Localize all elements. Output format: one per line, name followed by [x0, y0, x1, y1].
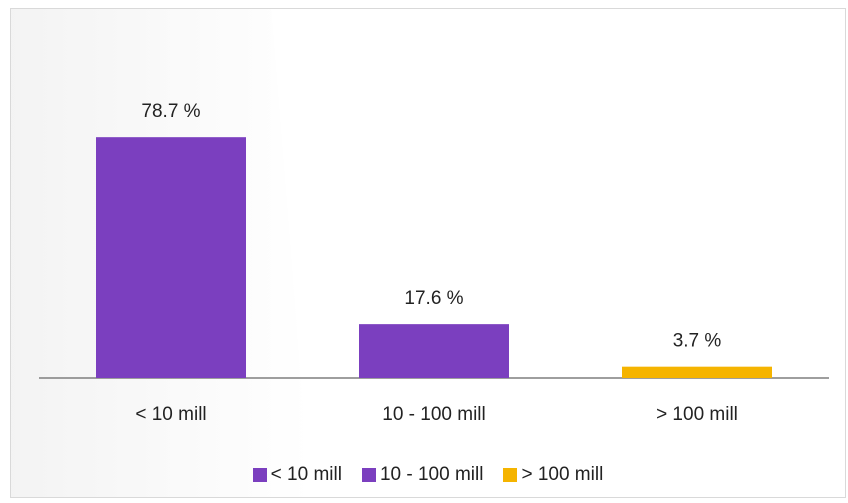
- x-tick-label-2: > 100 mill: [656, 404, 738, 425]
- bar-0: [96, 137, 246, 378]
- chart-legend: < 10 mill 10 - 100 mill > 100 mill: [11, 464, 845, 486]
- data-label-2: 3.7 %: [673, 331, 722, 352]
- legend-label-1: 10 - 100 mill: [379, 464, 484, 485]
- legend-item-1: 10 - 100 mill: [361, 464, 484, 486]
- bar-chart: 78.7 % < 10 mill 17.6 % 10 - 100 mill 3.7 % >…: [39, 101, 829, 425]
- legend-swatch-0: [252, 468, 267, 482]
- legend-label-2: > 100 mill: [521, 464, 604, 485]
- bar-2: [622, 366, 772, 378]
- bar-1: [359, 324, 509, 378]
- x-tick-label-1: 10 - 100 mill: [382, 404, 486, 425]
- x-tick-label-0: < 10 mill: [135, 404, 206, 425]
- data-label-0: 78.7 %: [141, 101, 200, 122]
- legend-swatch-2: [503, 468, 518, 482]
- legend-label-0: < 10 mill: [270, 464, 342, 485]
- chart-panel: 78.7 % < 10 mill 17.6 % 10 - 100 mill 3.7 % >…: [10, 8, 846, 498]
- legend-swatch-1: [361, 468, 376, 482]
- legend-item-0: < 10 mill: [252, 464, 342, 486]
- data-label-1: 17.6 %: [404, 288, 463, 309]
- legend-item-2: > 100 mill: [503, 464, 603, 486]
